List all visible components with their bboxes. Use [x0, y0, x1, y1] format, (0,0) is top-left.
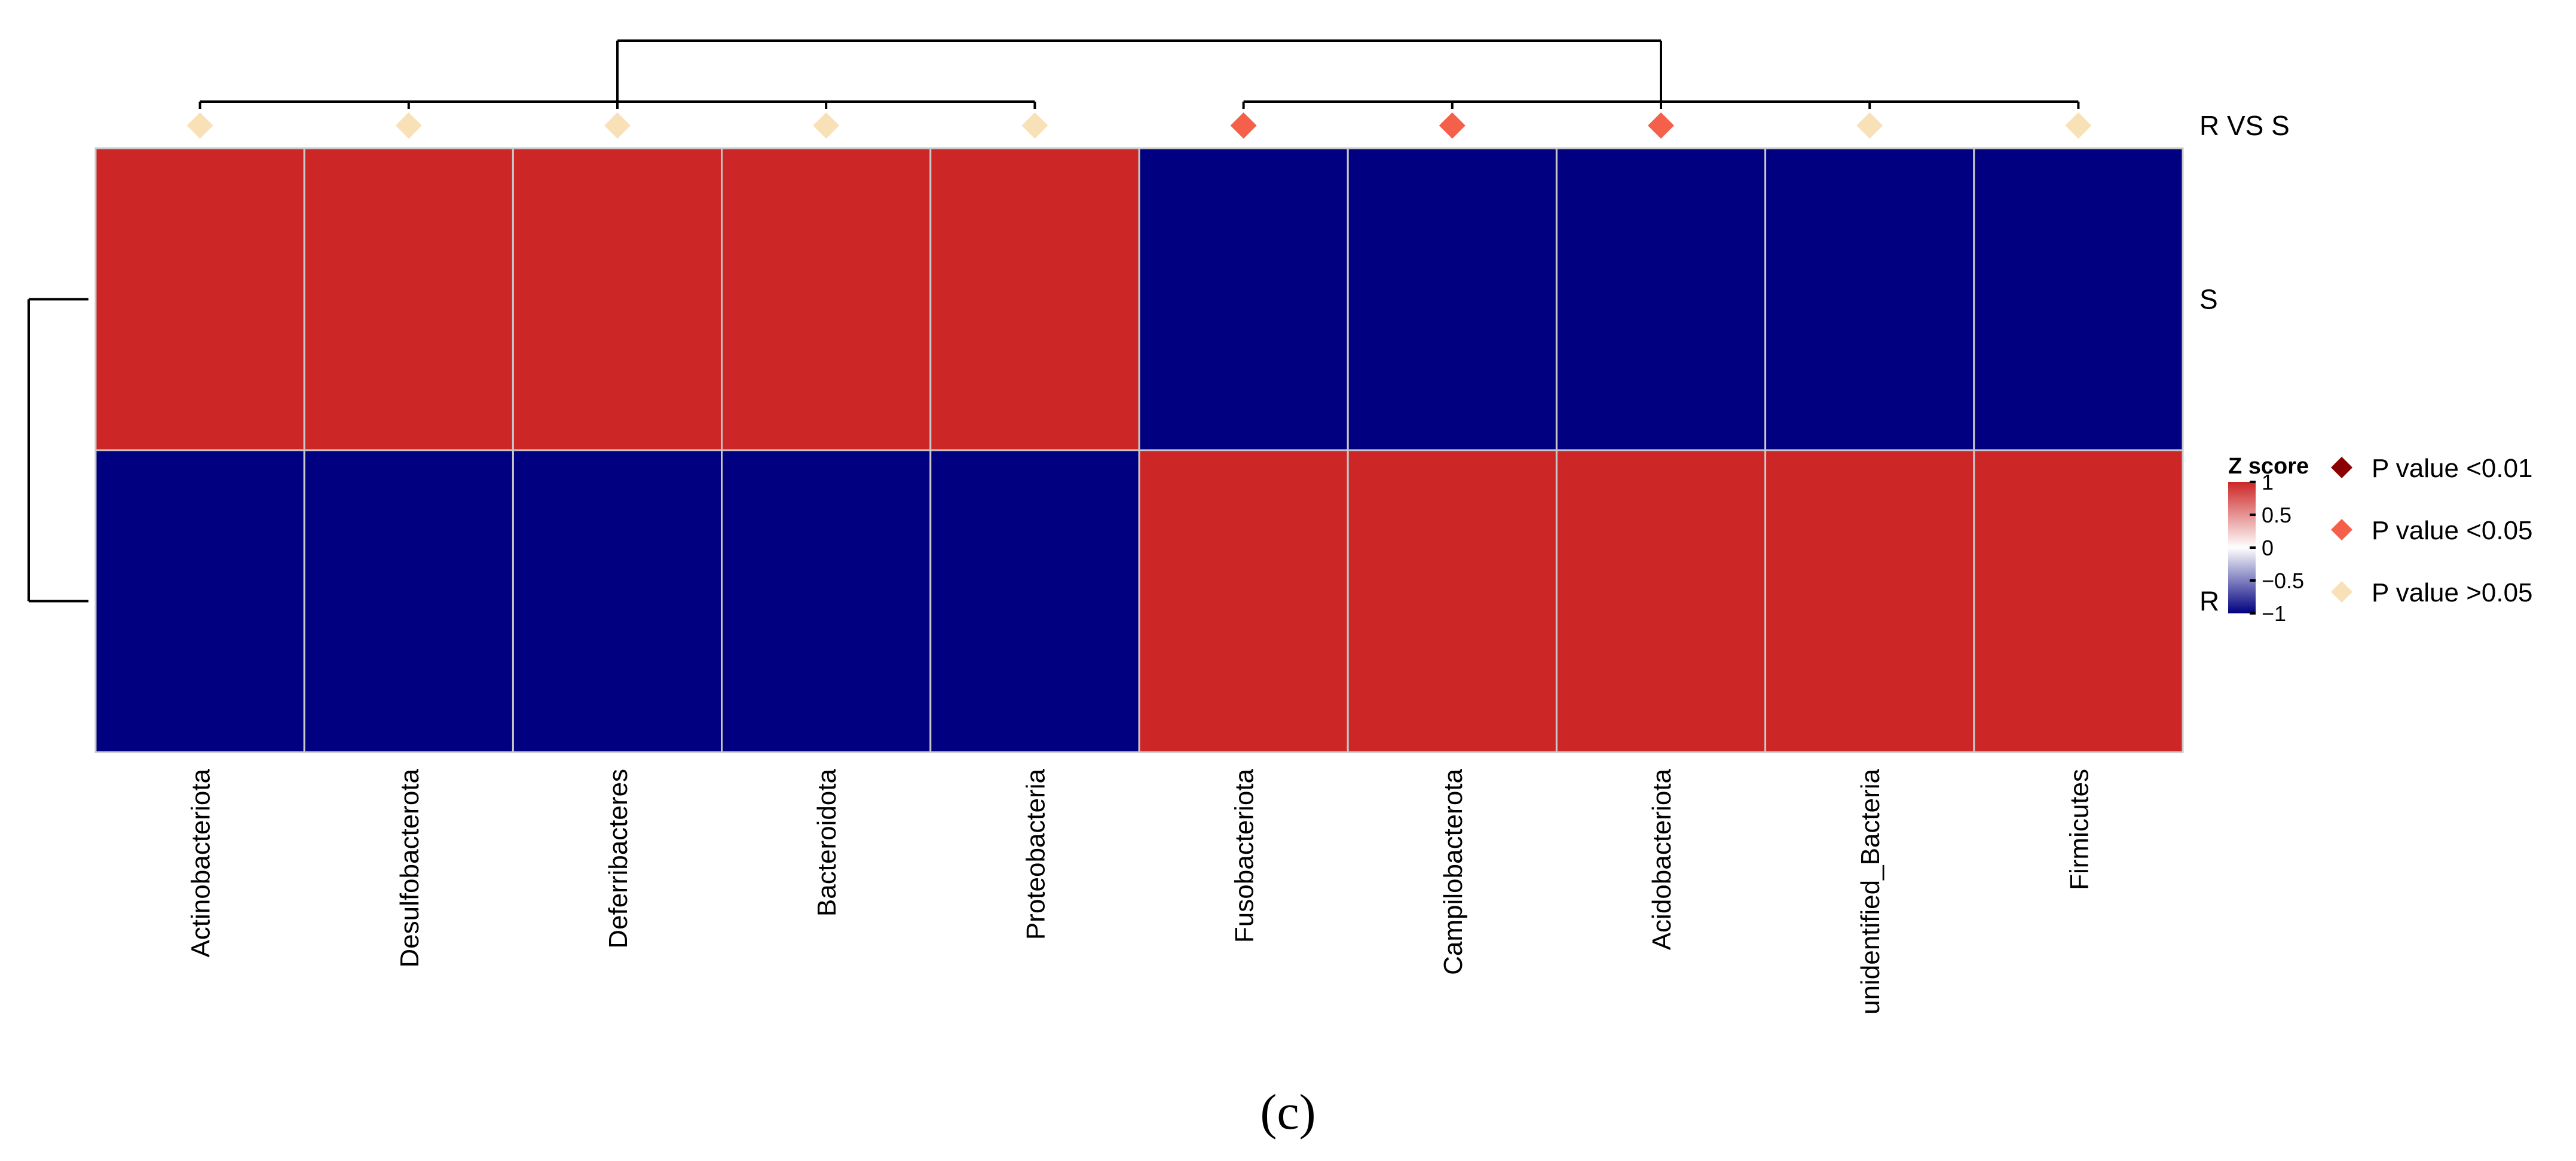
legend-label: P value <0.05 — [2372, 516, 2533, 545]
annotation-diamond — [1856, 112, 1883, 139]
heatmap-cell-r-unidentified_bacteria — [1764, 449, 1975, 753]
annotation-diamond — [395, 112, 422, 139]
legend-diamond — [2331, 457, 2352, 478]
colorbar-tick-label: 1 — [2262, 470, 2274, 494]
annotation-diamond — [2065, 112, 2092, 139]
column-label: Desulfobacterota — [395, 768, 424, 967]
heatmap-cell-s-deferribacteres — [512, 147, 723, 451]
annotation-diamond — [1439, 112, 1466, 139]
column-label: Deferribacteres — [604, 769, 633, 949]
heatmap-cell-r-campilobacterota — [1347, 449, 1558, 753]
row-label: S — [2199, 284, 2218, 315]
annotation-diamond — [1021, 112, 1048, 139]
heatmap-cell-r-bacteroidota — [721, 449, 932, 753]
annotation-diamond — [813, 112, 840, 139]
column-label: Proteobacteria — [1021, 768, 1050, 940]
significance-legend: P value <0.01 P value <0.05 P value >0.05 — [2331, 454, 2533, 607]
heatmap-cells — [94, 147, 2184, 753]
colorbar-title: Z score — [2228, 454, 2309, 479]
column-label: Firmicutes — [2064, 769, 2094, 890]
column-label: unidentified_Bacteria — [1856, 768, 1885, 1014]
annotation-row: R VS S — [186, 110, 2290, 141]
heatmap-cell-r-fusobacteriota — [1138, 449, 1349, 753]
annotation-diamond — [604, 112, 631, 139]
annotation-diamond — [1648, 112, 1674, 139]
colorbar-tick-label: −1 — [2262, 601, 2286, 626]
column-label: Fusobacteriota — [1230, 768, 1259, 943]
heatmap-cell-s-campilobacterota — [1347, 147, 1558, 451]
row-labels: SR — [2199, 284, 2219, 617]
heatmap-cell-s-unidentified_bacteria — [1764, 147, 1975, 451]
legend-diamond — [2331, 581, 2352, 603]
heatmap-cell-s-acidobacteriota — [1555, 147, 1767, 451]
annotation-label: R VS S — [2199, 110, 2290, 141]
column-dendrogram — [198, 39, 2080, 109]
heatmap-cell-r-deferribacteres — [512, 449, 723, 753]
colorbar-tick-label: 0 — [2262, 536, 2274, 560]
heatmap-cell-s-bacteroidota — [721, 147, 932, 451]
column-labels: Actinobacteriota Desulfobacterota Deferrib… — [186, 768, 2094, 1014]
column-label: Campilobacterota — [1439, 768, 1468, 974]
column-label: Bacteroidota — [812, 768, 842, 916]
heatmap-cell-r-actinobacteriota — [94, 449, 305, 753]
heatmap-cell-r-acidobacteriota — [1555, 449, 1767, 753]
figure-caption: (c) — [1260, 1084, 1316, 1140]
legend-label: P value >0.05 — [2372, 578, 2533, 607]
heatmap-cell-r-proteobacteria — [929, 449, 1140, 753]
row-label: R — [2199, 586, 2219, 617]
colorbar-tick-label: −0.5 — [2262, 569, 2304, 593]
legend-label: P value <0.01 — [2372, 454, 2533, 483]
colorbar-tick-label: 0.5 — [2262, 503, 2292, 527]
heatmap-cell-s-firmicutes — [1973, 147, 2184, 451]
heatmap-cell-s-proteobacteria — [929, 147, 1140, 451]
heatmap-cell-r-desulfobacterota — [303, 449, 514, 753]
row-dendrogram — [27, 298, 88, 603]
heatmap-cell-s-fusobacteriota — [1138, 147, 1349, 451]
annotation-diamond — [1230, 112, 1257, 139]
legend-diamond — [2331, 519, 2352, 540]
column-label: Actinobacteriota — [186, 768, 216, 957]
annotation-diamond — [186, 112, 213, 139]
heatmap-cell-s-actinobacteriota — [94, 147, 305, 451]
heatmap-cell-r-firmicutes — [1973, 449, 2184, 753]
z-score-colorbar: Z score 1 0.5 0 −0.5 −1 — [2228, 454, 2309, 626]
column-label: Acidobacteriota — [1647, 768, 1676, 950]
heatmap-cell-s-desulfobacterota — [303, 147, 514, 451]
